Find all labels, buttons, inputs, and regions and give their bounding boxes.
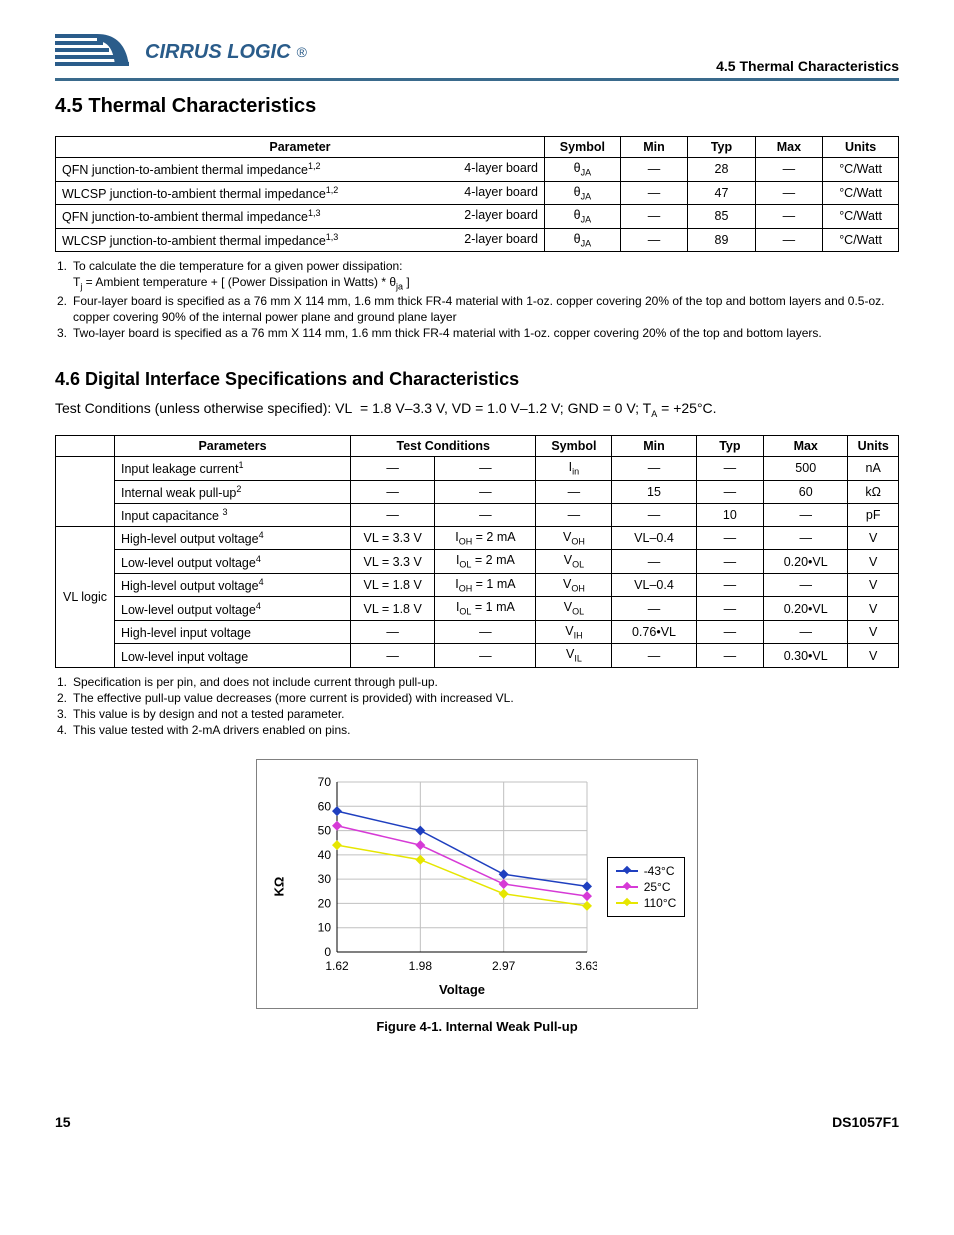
note-line: 1.To calculate the die temperature for a…: [57, 258, 899, 274]
table-row: Input leakage current1——Iin——500nA: [56, 457, 899, 481]
th-units: Units: [823, 137, 899, 158]
brand-text: CIRRUS LOGIC: [145, 41, 291, 64]
legend-item: 25°C: [616, 880, 677, 894]
pullup-chart: 0 10 20 30 40 50 60 70 1.62 1.98 2.97 3.63 Voltage: [297, 772, 597, 1002]
section-4-5-notes: 1.To calculate the die temperature for a…: [57, 258, 899, 341]
th-units2: Units: [848, 436, 899, 457]
header-section-label: 4.5 Thermal Characteristics: [716, 58, 899, 74]
table-row: Low-level output voltage4VL = 3.3 VIOL =…: [56, 550, 899, 574]
note-line: 3.Two-layer board is specified as a 76 m…: [57, 325, 899, 341]
th-symbol: Symbol: [544, 137, 620, 158]
th-max: Max: [755, 137, 822, 158]
note-line: 4.This value tested with 2-mA drivers en…: [57, 722, 899, 738]
table-row: WLCSP junction-to-ambient thermal impeda…: [56, 181, 899, 205]
table-row: WLCSP junction-to-ambient thermal impeda…: [56, 228, 899, 252]
section-4-6-notes: 1.Specification is per pin, and does not…: [57, 674, 899, 739]
chart-legend: -43°C 25°C 110°C: [607, 857, 686, 917]
page-header: CIRRUS LOGIC® 4.5 Thermal Characteristic…: [55, 30, 899, 81]
table-row: QFN junction-to-ambient thermal impedanc…: [56, 205, 899, 229]
th-typ: Typ: [688, 137, 755, 158]
th-group: [56, 436, 115, 457]
test-conditions: Test Conditions (unless otherwise specif…: [55, 400, 899, 419]
figure-caption: Figure 4-1. Internal Weak Pull-up: [55, 1019, 899, 1034]
svg-text:10: 10: [317, 920, 331, 934]
svg-text:2.97: 2.97: [492, 959, 516, 973]
doc-id: DS1057F1: [832, 1114, 899, 1130]
table-row: QFN junction-to-ambient thermal impedanc…: [56, 158, 899, 182]
chart-container: KΩ 0 10 20 30 40 50 60 70 1.62 1.98 2.97 3.63 Voltag…: [55, 759, 899, 1009]
svg-text:0: 0: [324, 945, 331, 959]
table-row: High-level output voltage4VL = 1.8 VIOH …: [56, 573, 899, 597]
svg-text:40: 40: [317, 847, 331, 861]
note-line: 2.Four-layer board is specified as a 76 …: [57, 293, 899, 325]
svg-text:50: 50: [317, 823, 331, 837]
svg-text:60: 60: [317, 799, 331, 813]
note-line: 1.Specification is per pin, and does not…: [57, 674, 899, 690]
th-testcond: Test Conditions: [351, 436, 536, 457]
th-max2: Max: [764, 436, 848, 457]
legend-item: 110°C: [616, 896, 677, 910]
table-row: Input capacitance 3————10—pF: [56, 503, 899, 526]
page-number: 15: [55, 1114, 71, 1130]
svg-text:Voltage: Voltage: [439, 982, 485, 997]
svg-text:20: 20: [317, 896, 331, 910]
table-row: VL logicHigh-level output voltage4VL = 3…: [56, 526, 899, 550]
svg-text:3.63: 3.63: [575, 959, 597, 973]
th-typ2: Typ: [696, 436, 763, 457]
table-row: Low-level output voltage4VL = 1.8 VIOL =…: [56, 597, 899, 621]
th-min2: Min: [612, 436, 696, 457]
svg-text:1.62: 1.62: [325, 959, 349, 973]
brand-logo: CIRRUS LOGIC®: [55, 30, 307, 74]
legend-item: -43°C: [616, 864, 677, 878]
table-row: Internal weak pull-up2———15—60kΩ: [56, 480, 899, 503]
note-line: 2.The effective pull-up value decreases …: [57, 690, 899, 706]
section-4-6-title: 4.6 Digital Interface Specifications and…: [55, 369, 899, 390]
svg-text:30: 30: [317, 872, 331, 886]
th-symbol2: Symbol: [536, 436, 612, 457]
digital-interface-table: Parameters Test Conditions Symbol Min Ty…: [55, 435, 899, 668]
page-footer: 15 DS1057F1: [0, 1114, 954, 1160]
note-line: Tj = Ambient temperature + [ (Power Diss…: [73, 274, 899, 293]
section-4-5-title: 4.5 Thermal Characteristics: [55, 95, 899, 118]
note-line: 3.This value is by design and not a test…: [57, 706, 899, 722]
table-row: Low-level input voltage——VIL——0.30•VLV: [56, 644, 899, 668]
table-row: High-level input voltage——VIH0.76•VL——V: [56, 620, 899, 644]
svg-text:1.98: 1.98: [408, 959, 432, 973]
th-parameters: Parameters: [115, 436, 351, 457]
svg-text:70: 70: [317, 775, 331, 789]
thermal-table: Parameter Symbol Min Typ Max Units QFN j…: [55, 136, 899, 252]
chart-ylabel: KΩ: [271, 877, 286, 897]
th-parameter: Parameter: [56, 137, 545, 158]
th-min: Min: [620, 137, 687, 158]
